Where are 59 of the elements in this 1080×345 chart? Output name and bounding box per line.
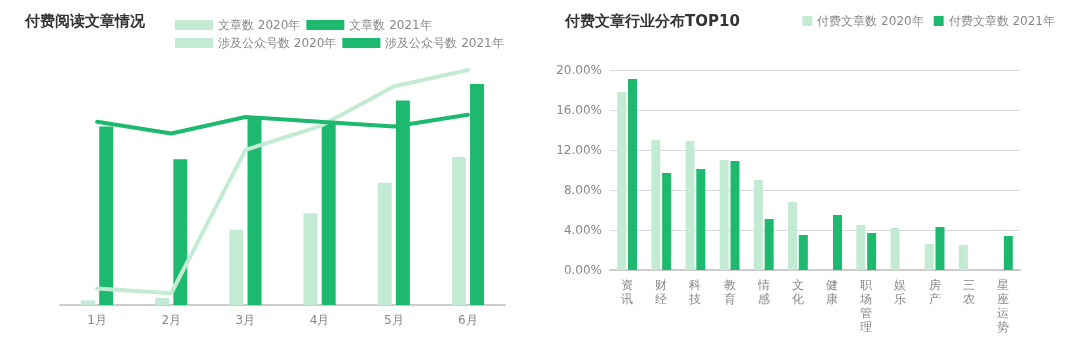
bar [788,202,798,270]
x-tick-label: 2月 [161,313,182,327]
bar [719,160,729,270]
x-tick-label: 科技 [688,278,702,306]
bar [924,244,934,270]
x-tick-label: 房产 [928,278,941,306]
bar [173,159,188,305]
bar [303,213,318,305]
y-tick-label: 4.00% [563,223,602,237]
x-tick-label: 资讯 [621,278,634,306]
bar [730,161,740,270]
y-tick-label: 8.00% [563,183,602,197]
x-tick-label: 三农 [962,278,975,306]
x-tick-label: 1月 [87,313,107,327]
bar [856,225,866,270]
y-tick-label: 12.00% [556,143,602,157]
bar [377,182,392,305]
x-tick-label: 6月 [458,313,478,327]
chart-title: 付费阅读文章情况 [24,11,146,30]
bar [1003,236,1013,270]
x-tick-label: 5月 [383,313,404,327]
legend-label: 涉及公众号数 2021年 [385,36,504,50]
x-tick-label: 职场管理 [859,278,873,334]
bar [662,173,672,270]
bar [832,215,842,270]
bar [764,219,774,270]
x-tick-label: 星座运势 [996,278,1009,334]
bar [451,156,466,305]
y-tick-label: 16.00% [556,103,602,117]
bar [651,140,661,270]
legend-label: 付费文章数 2021年 [947,14,1056,28]
bar [867,233,877,270]
legend-label: 文章数 2021年 [349,18,432,32]
bar [958,245,968,270]
legend-label: 涉及公众号数 2020年 [218,36,337,50]
bar [685,141,695,270]
x-tick-label: 财经 [655,278,668,306]
bar [890,228,900,270]
bar [155,297,170,305]
bar [935,227,945,270]
bar [627,79,637,270]
bar [753,180,763,270]
y-tick-label: 20.00% [556,63,602,77]
x-tick-label: 文化 [791,278,804,306]
legend-label: 付费文章数 2020年 [816,14,924,28]
x-tick-label: 4月 [309,313,330,327]
bar [617,92,627,270]
bar [696,169,706,270]
legend-label: 文章数 2020年 [218,18,301,32]
x-tick-label: 情感 [756,278,770,306]
x-tick-label: 健康 [826,278,839,306]
x-tick-label: 教育 [723,278,736,306]
x-tick-label: 娱乐 [894,278,907,306]
bar [229,229,244,305]
bar [80,300,95,305]
y-tick-label: 0.00% [563,263,602,277]
x-tick-label: 3月 [235,313,256,327]
chart-title: 付费文章行业分布TOP10 [564,11,740,30]
bar [798,235,808,270]
